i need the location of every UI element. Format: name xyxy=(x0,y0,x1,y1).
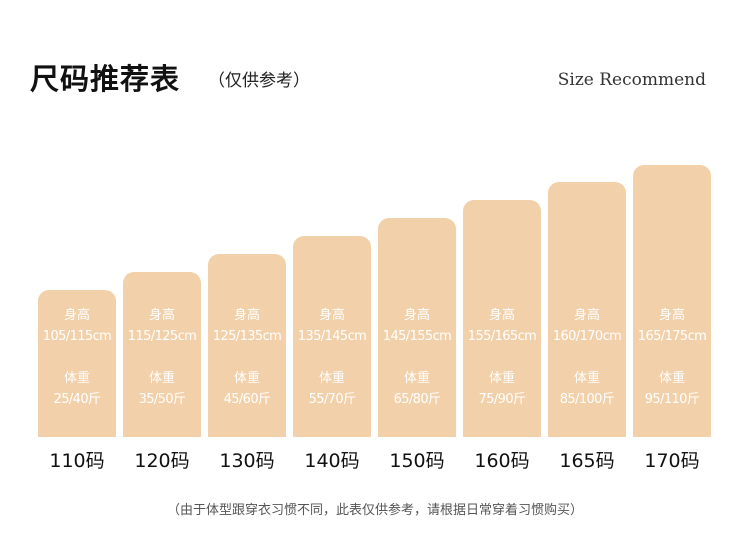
height-value: 155/165cm xyxy=(467,329,537,344)
size-label: 120码 xyxy=(134,450,190,472)
size-bar: 身高 165/175cm 体重 95/110斤 xyxy=(633,165,711,437)
weight-value: 65/80斤 xyxy=(393,392,441,407)
weight-label: 体重 xyxy=(658,371,685,386)
size-label: 165码 xyxy=(559,450,615,472)
size-bar: 身高 105/115cm 体重 25/40斤 xyxy=(38,290,116,437)
size-bar: 身高 135/145cm 体重 55/70斤 xyxy=(293,236,371,437)
weight-value: 95/110斤 xyxy=(644,392,700,407)
size-bar: 身高 160/170cm 体重 85/100斤 xyxy=(548,182,626,437)
weight-value: 45/60斤 xyxy=(223,392,271,407)
size-label: 160码 xyxy=(474,450,530,472)
height-label: 身高 xyxy=(318,308,345,323)
height-label: 身高 xyxy=(403,308,430,323)
weight-value: 35/50斤 xyxy=(138,392,186,407)
height-value: 145/155cm xyxy=(382,329,452,344)
height-value: 135/145cm xyxy=(297,329,367,344)
size-label: 130码 xyxy=(219,450,275,472)
height-value: 125/135cm xyxy=(212,329,282,344)
size-label: 150码 xyxy=(389,450,445,472)
weight-label: 体重 xyxy=(318,371,345,386)
height-label: 身高 xyxy=(63,308,90,323)
weight-value: 25/40斤 xyxy=(53,392,101,407)
page-subtitle: （仅供参考） xyxy=(208,71,310,91)
size-label: 110码 xyxy=(49,450,105,472)
size-bar: 身高 145/155cm 体重 65/80斤 xyxy=(378,218,456,437)
weight-value: 55/70斤 xyxy=(308,392,356,407)
size-bar: 身高 155/165cm 体重 75/90斤 xyxy=(463,200,541,437)
page-title: 尺码推荐表 xyxy=(30,62,181,96)
weight-label: 体重 xyxy=(488,371,515,386)
weight-value: 75/90斤 xyxy=(478,392,526,407)
height-label: 身高 xyxy=(658,308,685,323)
size-bar: 身高 125/135cm 体重 45/60斤 xyxy=(208,254,286,437)
weight-label: 体重 xyxy=(233,371,260,386)
footer-note: （由于体型跟穿衣习惯不同，此表仅供参考，请根据日常穿着习惯购买） xyxy=(166,503,583,518)
weight-label: 体重 xyxy=(63,371,90,386)
height-label: 身高 xyxy=(233,308,260,323)
size-label: 140码 xyxy=(304,450,360,472)
height-value: 105/115cm xyxy=(42,329,112,344)
size-bar: 身高 115/125cm 体重 35/50斤 xyxy=(123,272,201,437)
height-label: 身高 xyxy=(573,308,600,323)
height-value: 160/170cm xyxy=(552,329,622,344)
height-value: 115/125cm xyxy=(127,329,197,344)
height-value: 165/175cm xyxy=(637,329,707,344)
height-label: 身高 xyxy=(488,308,515,323)
size-label: 170码 xyxy=(644,450,700,472)
english-title: Size Recommend xyxy=(557,70,706,90)
weight-label: 体重 xyxy=(403,371,430,386)
weight-label: 体重 xyxy=(573,371,600,386)
weight-label: 体重 xyxy=(148,371,175,386)
weight-value: 85/100斤 xyxy=(559,392,615,407)
height-label: 身高 xyxy=(148,308,175,323)
